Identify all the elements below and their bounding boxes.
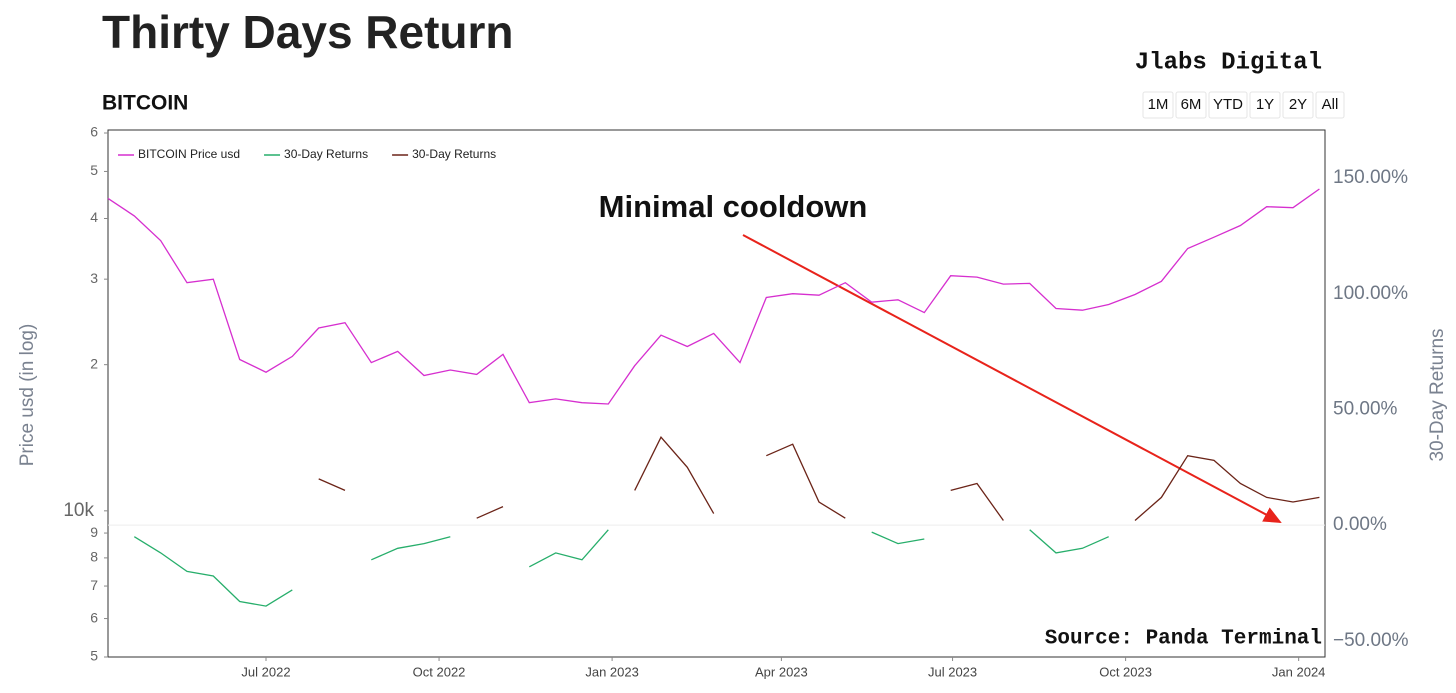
series-line [133, 529, 1109, 607]
y2-tick-label: −50.00% [1333, 630, 1409, 651]
chart-title: Thirty Days Return [102, 6, 514, 58]
brand: Jlabs Digital [1135, 49, 1322, 76]
range-button-label[interactable]: 1Y [1256, 96, 1274, 113]
range-button[interactable] [1175, 91, 1207, 119]
y-axis-label: Price usd (in log) [17, 324, 38, 467]
y-tick-label: 3 [90, 270, 98, 286]
annotation: Minimal cooldown [599, 189, 868, 224]
range-button-label[interactable]: YTD [1213, 96, 1243, 113]
x-tick-label: Jan 2024 [1272, 664, 1326, 679]
y-tick-label: 6 [90, 609, 98, 625]
x-tick-label: Jul 2023 [928, 664, 977, 679]
series-line [107, 188, 1320, 405]
y2-tick-label: 0.00% [1333, 514, 1387, 535]
range-button[interactable] [1208, 91, 1248, 119]
x-tick-label: Oct 2022 [413, 664, 466, 679]
source: Source: Panda Terminal [1045, 628, 1322, 651]
y-tick-label: 5 [90, 648, 98, 664]
x-tick-label: Jul 2022 [241, 664, 290, 679]
range-button[interactable] [1315, 91, 1345, 119]
y2-tick-label: 100.00% [1333, 283, 1408, 304]
legend-label: 30-Day Returns [284, 147, 368, 161]
y-tick-label: 5 [90, 162, 98, 178]
annotation-arrow [742, 234, 1282, 523]
y2-tick-label: 150.00% [1333, 167, 1408, 188]
range-button-label[interactable]: 1M [1148, 96, 1169, 113]
x-tick-label: Apr 2023 [755, 664, 808, 679]
legend-label: 30-Day Returns [412, 147, 496, 161]
y-tick-label: 6 [90, 124, 98, 140]
plot-frame [107, 129, 1326, 658]
y-tick-label: 4 [90, 209, 98, 225]
y-tick-label: 8 [90, 549, 98, 565]
y-tick-label: 2 [90, 355, 98, 371]
range-button-label[interactable]: All [1322, 96, 1339, 113]
x-tick-label: Jan 2023 [585, 664, 639, 679]
y2-axis-label: 30-Day Returns [1427, 328, 1448, 461]
legend-label: BITCOIN Price usd [138, 147, 240, 161]
range-button-label[interactable]: 2Y [1289, 96, 1307, 113]
y-tick-label: 9 [90, 524, 98, 540]
range-button[interactable] [1282, 91, 1314, 119]
y-tick-label: 7 [90, 577, 98, 593]
range-button[interactable] [1249, 91, 1281, 119]
y-tick-label: 10k [63, 500, 94, 521]
chart-subtitle: BITCOIN [102, 92, 188, 115]
range-button[interactable] [1142, 91, 1174, 119]
x-tick-label: Oct 2023 [1099, 664, 1152, 679]
y2-tick-label: 50.00% [1333, 398, 1398, 419]
range-button-label[interactable]: 6M [1181, 96, 1202, 113]
series-line [318, 436, 1320, 521]
